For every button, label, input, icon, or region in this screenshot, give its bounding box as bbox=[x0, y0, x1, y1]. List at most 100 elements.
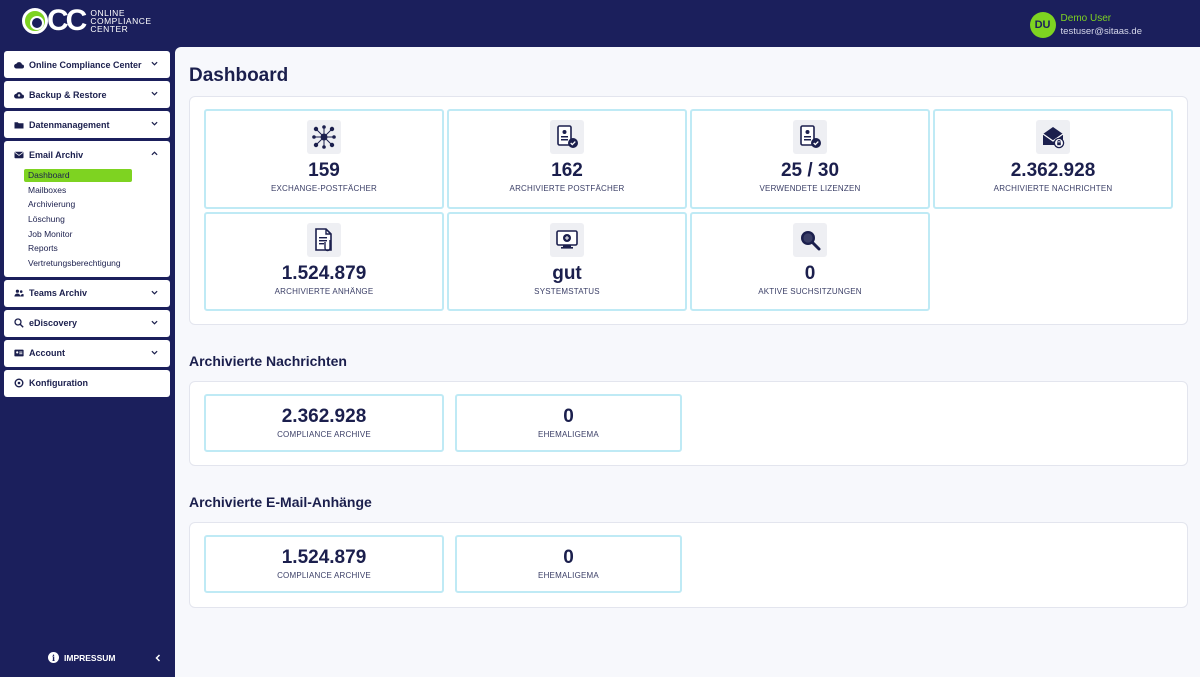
user-email: testuser@sitaas.de bbox=[1060, 25, 1142, 37]
sidebar-item-label: Dashboard bbox=[24, 169, 132, 182]
chevron-down-icon[interactable] bbox=[151, 319, 158, 326]
sidebar-item-label: Archivierung bbox=[28, 199, 76, 210]
chevron-down-icon[interactable] bbox=[151, 289, 158, 296]
card-ehemaligema-messages[interactable]: 0 EHEMALIGEMA bbox=[455, 394, 682, 452]
logo-text: ONLINE COMPLIANCE CENTER bbox=[90, 9, 152, 34]
stat-label: ARCHIVIERTE POSTFÄCHER bbox=[509, 184, 625, 193]
stat-card-systemstatus[interactable]: gut SYSTEMSTATUS bbox=[447, 212, 687, 311]
attachments-panel: 1.524.879 COMPLIANCE ARCHIVE 0 EHEMALIGE… bbox=[189, 522, 1188, 608]
sidebar-item-mailboxes[interactable]: Mailboxes bbox=[4, 183, 170, 198]
nav-label: eDiscovery bbox=[29, 318, 78, 329]
stat-value: 162 bbox=[551, 160, 583, 181]
card-ehemaligema-attachments[interactable]: 0 EHEMALIGEMA bbox=[455, 535, 682, 593]
page-title: Dashboard bbox=[189, 65, 289, 86]
cloud-icon bbox=[14, 60, 24, 70]
stat-label: VERWENDETE LIZENZEN bbox=[759, 184, 861, 193]
card-value: 2.362.928 bbox=[281, 406, 367, 427]
sidebar-item-loeschung[interactable]: Löschung bbox=[4, 212, 170, 227]
sidebar-item-job-monitor[interactable]: Job Monitor bbox=[4, 227, 170, 242]
card-label: COMPLIANCE ARCHIVE bbox=[277, 430, 371, 439]
cloud-upload-icon bbox=[14, 90, 24, 100]
section-title-archivierte-anhaenge: Archivierte E-Mail-Anhänge bbox=[189, 494, 372, 510]
secure-mail-icon bbox=[1036, 120, 1070, 154]
avatar[interactable]: DU bbox=[1029, 12, 1056, 38]
nav-head-konfiguration[interactable]: Konfiguration bbox=[4, 370, 170, 397]
card-label: EHEMALIGEMA bbox=[538, 571, 599, 580]
nav-group-datenmanagement: Datenmanagement bbox=[4, 111, 170, 138]
stat-card-verwendete-lizenzen[interactable]: 25 / 30 VERWENDETE LIZENZEN bbox=[690, 109, 930, 209]
nav-group-online-compliance-center: Online Compliance Center bbox=[4, 51, 170, 78]
section-title-archivierte-nachrichten: Archivierte Nachrichten bbox=[189, 353, 347, 369]
envelope-icon bbox=[14, 150, 24, 160]
stat-label: ARCHIVIERTE NACHRICHTEN bbox=[993, 184, 1113, 193]
nav-label: Backup & Restore bbox=[29, 89, 107, 100]
attachment-icon bbox=[307, 223, 341, 257]
card-compliance-archive-attachments[interactable]: 1.524.879 COMPLIANCE ARCHIVE bbox=[204, 535, 444, 593]
stat-card-archivierte-postfaecher[interactable]: 162 ARCHIVIERTE POSTFÄCHER bbox=[447, 109, 687, 209]
chevron-down-icon[interactable] bbox=[151, 60, 158, 67]
collapse-sidebar-icon[interactable] bbox=[153, 653, 163, 663]
card-compliance-archive-messages[interactable]: 2.362.928 COMPLIANCE ARCHIVE bbox=[204, 394, 444, 452]
nav-head-email-archiv[interactable]: Email Archiv bbox=[4, 141, 170, 168]
nav-group-ediscovery: eDiscovery bbox=[4, 309, 170, 337]
sidebar-item-vertretungsberechtigung[interactable]: Vertretungsberechtigung bbox=[4, 256, 170, 271]
impressum-link[interactable]: i IMPRESSUM bbox=[48, 652, 115, 663]
stats-panel: 159 EXCHANGE-POSTFÄCHER 162 ARCHIVIERTE … bbox=[189, 96, 1188, 325]
folder-icon bbox=[14, 120, 24, 130]
card-value: 0 bbox=[563, 406, 574, 427]
magnifier-icon bbox=[793, 223, 827, 257]
settings-icon bbox=[14, 378, 24, 388]
user-menu[interactable]: DU Demo User testuser@sitaas.de bbox=[1029, 12, 1142, 38]
logo-o-icon bbox=[22, 8, 48, 34]
impressum-label: IMPRESSUM bbox=[64, 652, 116, 663]
card-value: 1.524.879 bbox=[281, 547, 367, 568]
nav-head-online-compliance-center[interactable]: Online Compliance Center bbox=[4, 51, 170, 78]
stat-card-exchange-postfaecher[interactable]: 159 EXCHANGE-POSTFÄCHER bbox=[204, 109, 444, 209]
nav-head-ediscovery[interactable]: eDiscovery bbox=[4, 310, 170, 337]
stat-card-archivierte-anhaenge[interactable]: 1.524.879 ARCHIVIERTE ANHÄNGE bbox=[204, 212, 444, 311]
stat-value: 25 / 30 bbox=[780, 160, 840, 181]
nav-head-backup-restore[interactable]: Backup & Restore bbox=[4, 81, 170, 108]
archived-mailbox-icon bbox=[550, 120, 584, 154]
sidebar-item-archivierung[interactable]: Archivierung bbox=[4, 197, 170, 212]
nav-head-account[interactable]: Account bbox=[4, 340, 170, 367]
sidebar-item-label: Reports bbox=[28, 243, 58, 254]
monitor-icon bbox=[550, 223, 584, 257]
nav-label: Online Compliance Center bbox=[29, 59, 142, 70]
nav-head-datenmanagement[interactable]: Datenmanagement bbox=[4, 111, 170, 138]
nav-submenu-email-archiv: Dashboard Mailboxes Archivierung Löschun… bbox=[4, 168, 170, 277]
chevron-down-icon[interactable] bbox=[151, 349, 158, 356]
sidebar-item-label: Vertretungsberechtigung bbox=[28, 258, 121, 269]
nav-head-teams-archiv[interactable]: Teams Archiv bbox=[4, 280, 170, 307]
main-content: Dashboard 159 EXCHANGE-POSTFÄCHER bbox=[175, 47, 1200, 677]
users-icon bbox=[14, 288, 24, 298]
search-icon bbox=[14, 318, 24, 329]
nav-group-konfiguration: Konfiguration bbox=[4, 369, 170, 397]
stat-label: ARCHIVIERTE ANHÄNGE bbox=[274, 287, 374, 296]
logo[interactable]: CC ONLINE COMPLIANCE CENTER bbox=[22, 6, 152, 36]
logo-line-2: COMPLIANCE bbox=[90, 16, 152, 26]
sidebar-item-dashboard[interactable]: Dashboard bbox=[4, 168, 170, 183]
nav-label: Account bbox=[29, 348, 65, 359]
stat-value: 159 bbox=[308, 160, 340, 181]
stat-card-aktive-suchsitzungen[interactable]: 0 AKTIVE SUCHSITZUNGEN bbox=[690, 212, 930, 311]
stat-value: 0 bbox=[804, 263, 816, 284]
sidebar-item-label: Job Monitor bbox=[28, 228, 73, 239]
card-value: 0 bbox=[563, 547, 574, 568]
stat-card-archivierte-nachrichten[interactable]: 2.362.928 ARCHIVIERTE NACHRICHTEN bbox=[933, 109, 1173, 209]
chevron-up-icon[interactable] bbox=[151, 150, 158, 157]
chevron-down-icon[interactable] bbox=[151, 120, 158, 127]
info-icon: i bbox=[48, 652, 59, 663]
user-name: Demo User bbox=[1060, 12, 1112, 24]
nav-group-backup-restore: Backup & Restore bbox=[4, 81, 170, 108]
id-card-icon bbox=[14, 348, 24, 358]
sidebar: Online Compliance Center Backup & Restor… bbox=[4, 47, 175, 677]
nav-label: Konfiguration bbox=[29, 378, 88, 389]
chevron-down-icon[interactable] bbox=[151, 90, 158, 97]
messages-panel: 2.362.928 COMPLIANCE ARCHIVE 0 EHEMALIGE… bbox=[189, 381, 1188, 466]
nav-label: Teams Archiv bbox=[29, 288, 88, 299]
logo-mark: CC bbox=[22, 6, 87, 36]
stat-label: SYSTEMSTATUS bbox=[534, 287, 600, 296]
sidebar-item-reports[interactable]: Reports bbox=[4, 241, 170, 256]
user-info: Demo User testuser@sitaas.de bbox=[1061, 13, 1142, 38]
